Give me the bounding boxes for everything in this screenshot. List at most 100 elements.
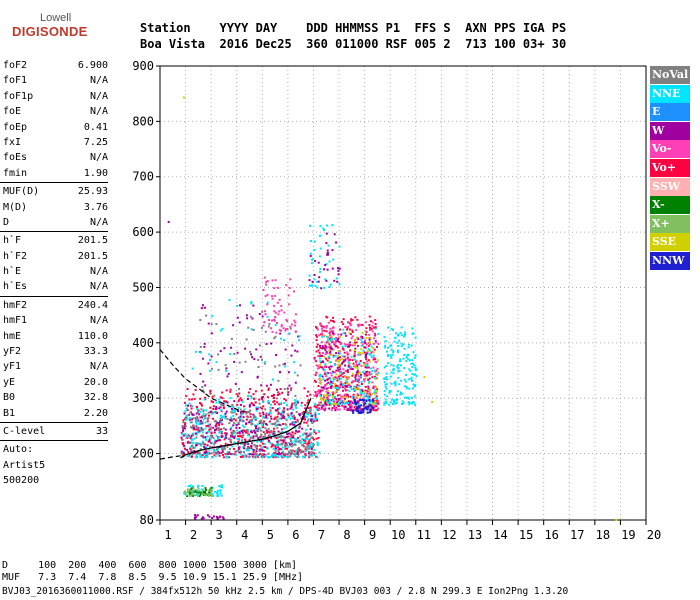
data-point: [259, 414, 262, 417]
data-point: [304, 440, 307, 443]
data-point: [400, 391, 402, 394]
data-point: [266, 423, 268, 426]
data-point: [413, 385, 416, 388]
data-point: [208, 493, 211, 496]
data-point: [327, 338, 329, 341]
data-point: [230, 419, 233, 422]
data-point: [210, 490, 213, 493]
data-point: [374, 341, 377, 344]
data-point: [291, 402, 294, 405]
data-point: [328, 332, 331, 334]
x-tick-label: 18: [596, 528, 610, 542]
data-point: [199, 410, 202, 413]
data-point: [330, 380, 333, 383]
y-tick-label: 200: [132, 447, 154, 461]
data-point: [218, 421, 221, 424]
data-point: [230, 337, 233, 340]
data-point: [345, 396, 348, 399]
data-point: [339, 328, 342, 331]
data-point: [340, 401, 343, 404]
data-point: [202, 435, 204, 438]
data-point: [192, 486, 195, 489]
data-point: [329, 327, 332, 330]
data-point: [302, 443, 304, 446]
data-point: [360, 380, 363, 383]
parameter-value: N/A: [89, 216, 108, 228]
data-point: [205, 494, 208, 497]
data-point: [315, 326, 318, 329]
data-point: [305, 448, 308, 451]
data-point: [308, 456, 311, 459]
x-tick-label: 10: [391, 528, 405, 542]
data-point: [334, 384, 337, 387]
data-point: [319, 401, 322, 404]
data-point: [182, 434, 185, 437]
data-point: [361, 391, 364, 394]
data-point: [262, 401, 265, 404]
data-point: [204, 452, 207, 454]
data-point: [365, 327, 368, 330]
data-point: [290, 412, 293, 415]
data-point: [394, 382, 397, 385]
data-point: [311, 436, 314, 439]
data-point: [330, 341, 333, 344]
data-point: [289, 325, 292, 328]
data-point: [251, 431, 253, 434]
data-point: [356, 384, 359, 387]
data-point: [276, 419, 279, 422]
data-point: [321, 389, 324, 392]
data-point: [296, 453, 299, 455]
data-point: [347, 365, 350, 368]
data-point: [201, 492, 204, 495]
parameter-row: fxI 7.25: [0, 135, 132, 150]
data-point: [299, 451, 302, 454]
data-point: [402, 335, 405, 338]
data-point: [325, 387, 328, 390]
parameter-name: h`F: [3, 235, 22, 247]
data-point: [190, 455, 193, 458]
data-point: [254, 401, 257, 404]
data-point: [219, 515, 222, 518]
data-point: [205, 446, 208, 449]
legend-item: E: [650, 103, 690, 122]
data-point: [247, 411, 250, 414]
data-point: [311, 422, 314, 425]
data-point: [335, 336, 338, 339]
data-point: [201, 357, 204, 360]
data-point: [254, 390, 257, 393]
data-point: [369, 343, 372, 346]
data-point: [277, 430, 280, 433]
parameter-name: fxI: [3, 136, 22, 148]
data-point: [253, 404, 256, 407]
data-point: [245, 428, 248, 431]
data-point: [204, 416, 207, 419]
data-point: [213, 420, 216, 423]
data-point: [237, 410, 239, 412]
data-point: [359, 389, 362, 392]
data-point: [331, 382, 334, 385]
data-point: [279, 402, 282, 405]
data-point: [210, 495, 213, 497]
data-point: [354, 386, 357, 389]
data-point: [363, 393, 366, 395]
data-point: [348, 383, 351, 386]
data-point: [277, 444, 280, 447]
data-point: [271, 295, 273, 298]
data-point: [291, 442, 293, 445]
data-point: [302, 456, 305, 459]
data-point: [199, 402, 201, 404]
data-point: [234, 423, 237, 426]
data-point: [277, 313, 280, 316]
data-point: [342, 405, 345, 408]
data-point: [337, 273, 340, 276]
data-point: [282, 441, 285, 444]
data-point: [294, 443, 297, 446]
data-point: [247, 456, 250, 459]
data-point: [289, 278, 292, 281]
data-point: [284, 362, 286, 365]
data-point: [238, 398, 241, 401]
data-point: [360, 404, 362, 407]
parameter-row: h`F2 201.5: [0, 249, 132, 264]
data-point: [347, 358, 350, 361]
data-point: [280, 414, 283, 417]
